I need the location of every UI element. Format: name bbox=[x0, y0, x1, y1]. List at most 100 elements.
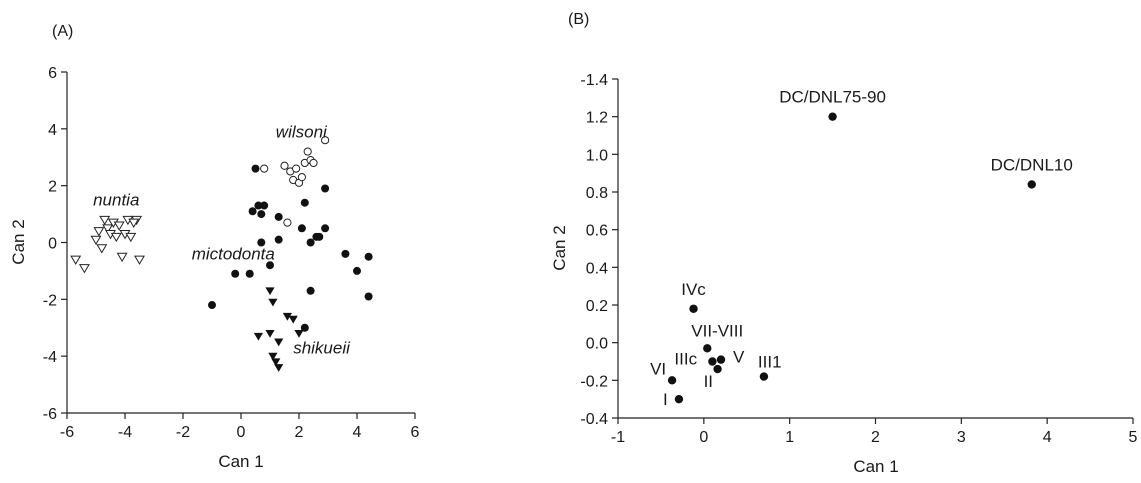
panel-b-label: (B) bbox=[568, 11, 589, 28]
filled-circle-point bbox=[254, 201, 263, 210]
y-tick-label: -1.4 bbox=[580, 72, 608, 89]
filled-circle-point bbox=[353, 266, 361, 275]
data-point bbox=[703, 344, 712, 353]
point-label: V bbox=[733, 348, 745, 367]
open-triangle-point bbox=[99, 215, 111, 226]
data-point bbox=[828, 112, 837, 121]
filled-circle-point bbox=[364, 252, 373, 261]
point-label: I bbox=[663, 390, 668, 409]
filled-triangle-point bbox=[294, 329, 304, 338]
point-label: III1 bbox=[758, 353, 782, 372]
y-tick-label: 0.0 bbox=[586, 336, 608, 353]
point-label: VII-VIII bbox=[691, 321, 743, 340]
filled-triangle-point bbox=[271, 358, 281, 367]
filled-circle-point bbox=[321, 224, 330, 233]
filled-circle-point bbox=[260, 201, 269, 210]
point-label: II bbox=[704, 372, 713, 391]
y-tick-label: -0.2 bbox=[580, 373, 608, 390]
filled-triangle-point bbox=[274, 338, 284, 347]
open-circle-point bbox=[292, 164, 301, 173]
x-tick-label: 0 bbox=[699, 429, 708, 446]
x-tick-label: 4 bbox=[353, 424, 362, 441]
data-point bbox=[708, 357, 717, 366]
filled-triangle-point bbox=[288, 315, 298, 324]
filled-circle-point bbox=[315, 232, 324, 241]
open-triangle-point bbox=[113, 221, 125, 231]
x-tick-label: 4 bbox=[1043, 429, 1052, 446]
open-triangle-point bbox=[90, 235, 102, 246]
filled-circle-point bbox=[306, 238, 315, 247]
panel-b: (B) -1 0 1 2 3 4 5 -1.4 1.2 1.0 0.8 0.6 0.4 0.2 0.0 -0.… bbox=[550, 11, 1138, 476]
open-triangle-point bbox=[78, 264, 90, 274]
open-triangle-point bbox=[102, 224, 114, 234]
y-tick-label: 0.4 bbox=[586, 260, 608, 277]
filled-circle-point bbox=[231, 269, 240, 278]
open-triangle-point bbox=[125, 232, 137, 243]
filled-circle-point bbox=[251, 164, 260, 173]
species-annotation: nuntia bbox=[93, 191, 139, 210]
open-circle-point bbox=[309, 158, 318, 168]
panel-a-x-label: Can 1 bbox=[218, 452, 263, 471]
x-tick-label: 6 bbox=[411, 424, 420, 441]
filled-circle-point bbox=[321, 184, 330, 193]
species-annotation: mictodonta bbox=[192, 245, 275, 264]
x-tick-label: 3 bbox=[957, 429, 966, 446]
open-triangle-point bbox=[110, 232, 122, 243]
point-label: IVc bbox=[681, 280, 706, 299]
panel-b-y-label: Can 2 bbox=[550, 225, 569, 270]
filled-circle-point bbox=[245, 269, 254, 278]
point-label: DC/DNL75-90 bbox=[779, 88, 886, 107]
open-triangle-point bbox=[128, 218, 140, 228]
filled-circle-point bbox=[274, 235, 283, 244]
y-tick-label: 0.8 bbox=[586, 185, 608, 202]
open-triangle-point bbox=[70, 255, 82, 265]
y-tick-label: -4 bbox=[43, 349, 57, 366]
x-tick-label: 5 bbox=[1129, 429, 1138, 446]
filled-triangle-point bbox=[253, 332, 263, 341]
filled-circle-point bbox=[248, 207, 257, 216]
open-triangle-point bbox=[93, 227, 105, 237]
open-triangle-point bbox=[116, 252, 128, 263]
y-tick-label: 4 bbox=[48, 122, 57, 139]
species-annotation: wilsoni bbox=[276, 122, 328, 141]
x-tick-label: -2 bbox=[176, 424, 190, 441]
y-tick-label: 0.2 bbox=[586, 298, 608, 315]
open-circle-point bbox=[260, 164, 269, 173]
filled-circle-point bbox=[257, 210, 266, 219]
filled-triangle-point bbox=[265, 329, 275, 338]
filled-circle-point bbox=[297, 224, 306, 233]
point-label: VI bbox=[650, 359, 666, 378]
panel-a-y-label: Can 2 bbox=[9, 219, 28, 264]
open-triangle-point bbox=[134, 255, 145, 265]
open-circle-point bbox=[297, 173, 306, 182]
point-label: DC/DNL10 bbox=[991, 155, 1073, 174]
filled-circle-point bbox=[300, 323, 309, 332]
x-tick-label: -6 bbox=[60, 424, 74, 441]
open-triangle-point bbox=[96, 244, 108, 254]
filled-triangle-point bbox=[268, 352, 278, 361]
x-tick-label: -1 bbox=[611, 429, 625, 446]
x-tick-label: 2 bbox=[871, 429, 880, 446]
panel-a-annotations: nuntia wilsoni mictodonta shikueii bbox=[93, 122, 351, 357]
data-point bbox=[689, 304, 698, 313]
panel-b-ticks: -1 0 1 2 3 4 5 -1.4 1.2 1.0 0.8 0.6 0.4 0.2 0.0 -0.2 -0.… bbox=[580, 72, 1137, 446]
filled-circle-point bbox=[266, 261, 274, 270]
filled-circle-point bbox=[300, 198, 309, 207]
x-tick-label: 1 bbox=[785, 429, 794, 446]
filled-circle-point bbox=[306, 286, 315, 295]
open-circle-point bbox=[283, 218, 292, 227]
open-circle-point bbox=[280, 161, 289, 170]
y-tick-label: 0.6 bbox=[586, 223, 608, 240]
panel-a-ticks: -6 -4 -2 0 2 4 6 6 4 2 0 -2 -4 -6 bbox=[43, 65, 420, 441]
open-circle-point bbox=[303, 147, 312, 156]
data-point bbox=[716, 355, 726, 364]
data-point bbox=[713, 364, 722, 374]
data-point bbox=[674, 394, 684, 404]
point-label: IIIc bbox=[674, 350, 697, 369]
y-tick-label: 1.2 bbox=[586, 110, 608, 127]
x-tick-label: -4 bbox=[118, 424, 132, 441]
y-tick-label: -6 bbox=[43, 406, 57, 423]
open-circle-point bbox=[321, 136, 330, 145]
x-tick-label: 2 bbox=[295, 424, 304, 441]
filled-circle-point bbox=[208, 301, 216, 310]
